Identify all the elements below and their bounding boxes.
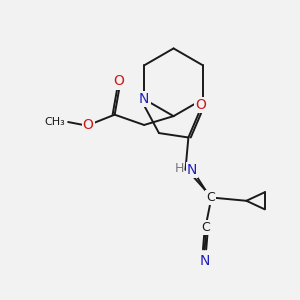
- Text: CH₃: CH₃: [44, 117, 65, 127]
- Text: N: N: [139, 92, 149, 106]
- Text: N: N: [187, 163, 197, 177]
- Text: O: O: [83, 118, 94, 132]
- Text: H: H: [174, 162, 184, 175]
- Text: O: O: [195, 98, 206, 112]
- Text: C: C: [206, 191, 215, 204]
- Text: C: C: [202, 221, 210, 234]
- Text: N: N: [200, 254, 210, 268]
- Text: O: O: [114, 74, 124, 88]
